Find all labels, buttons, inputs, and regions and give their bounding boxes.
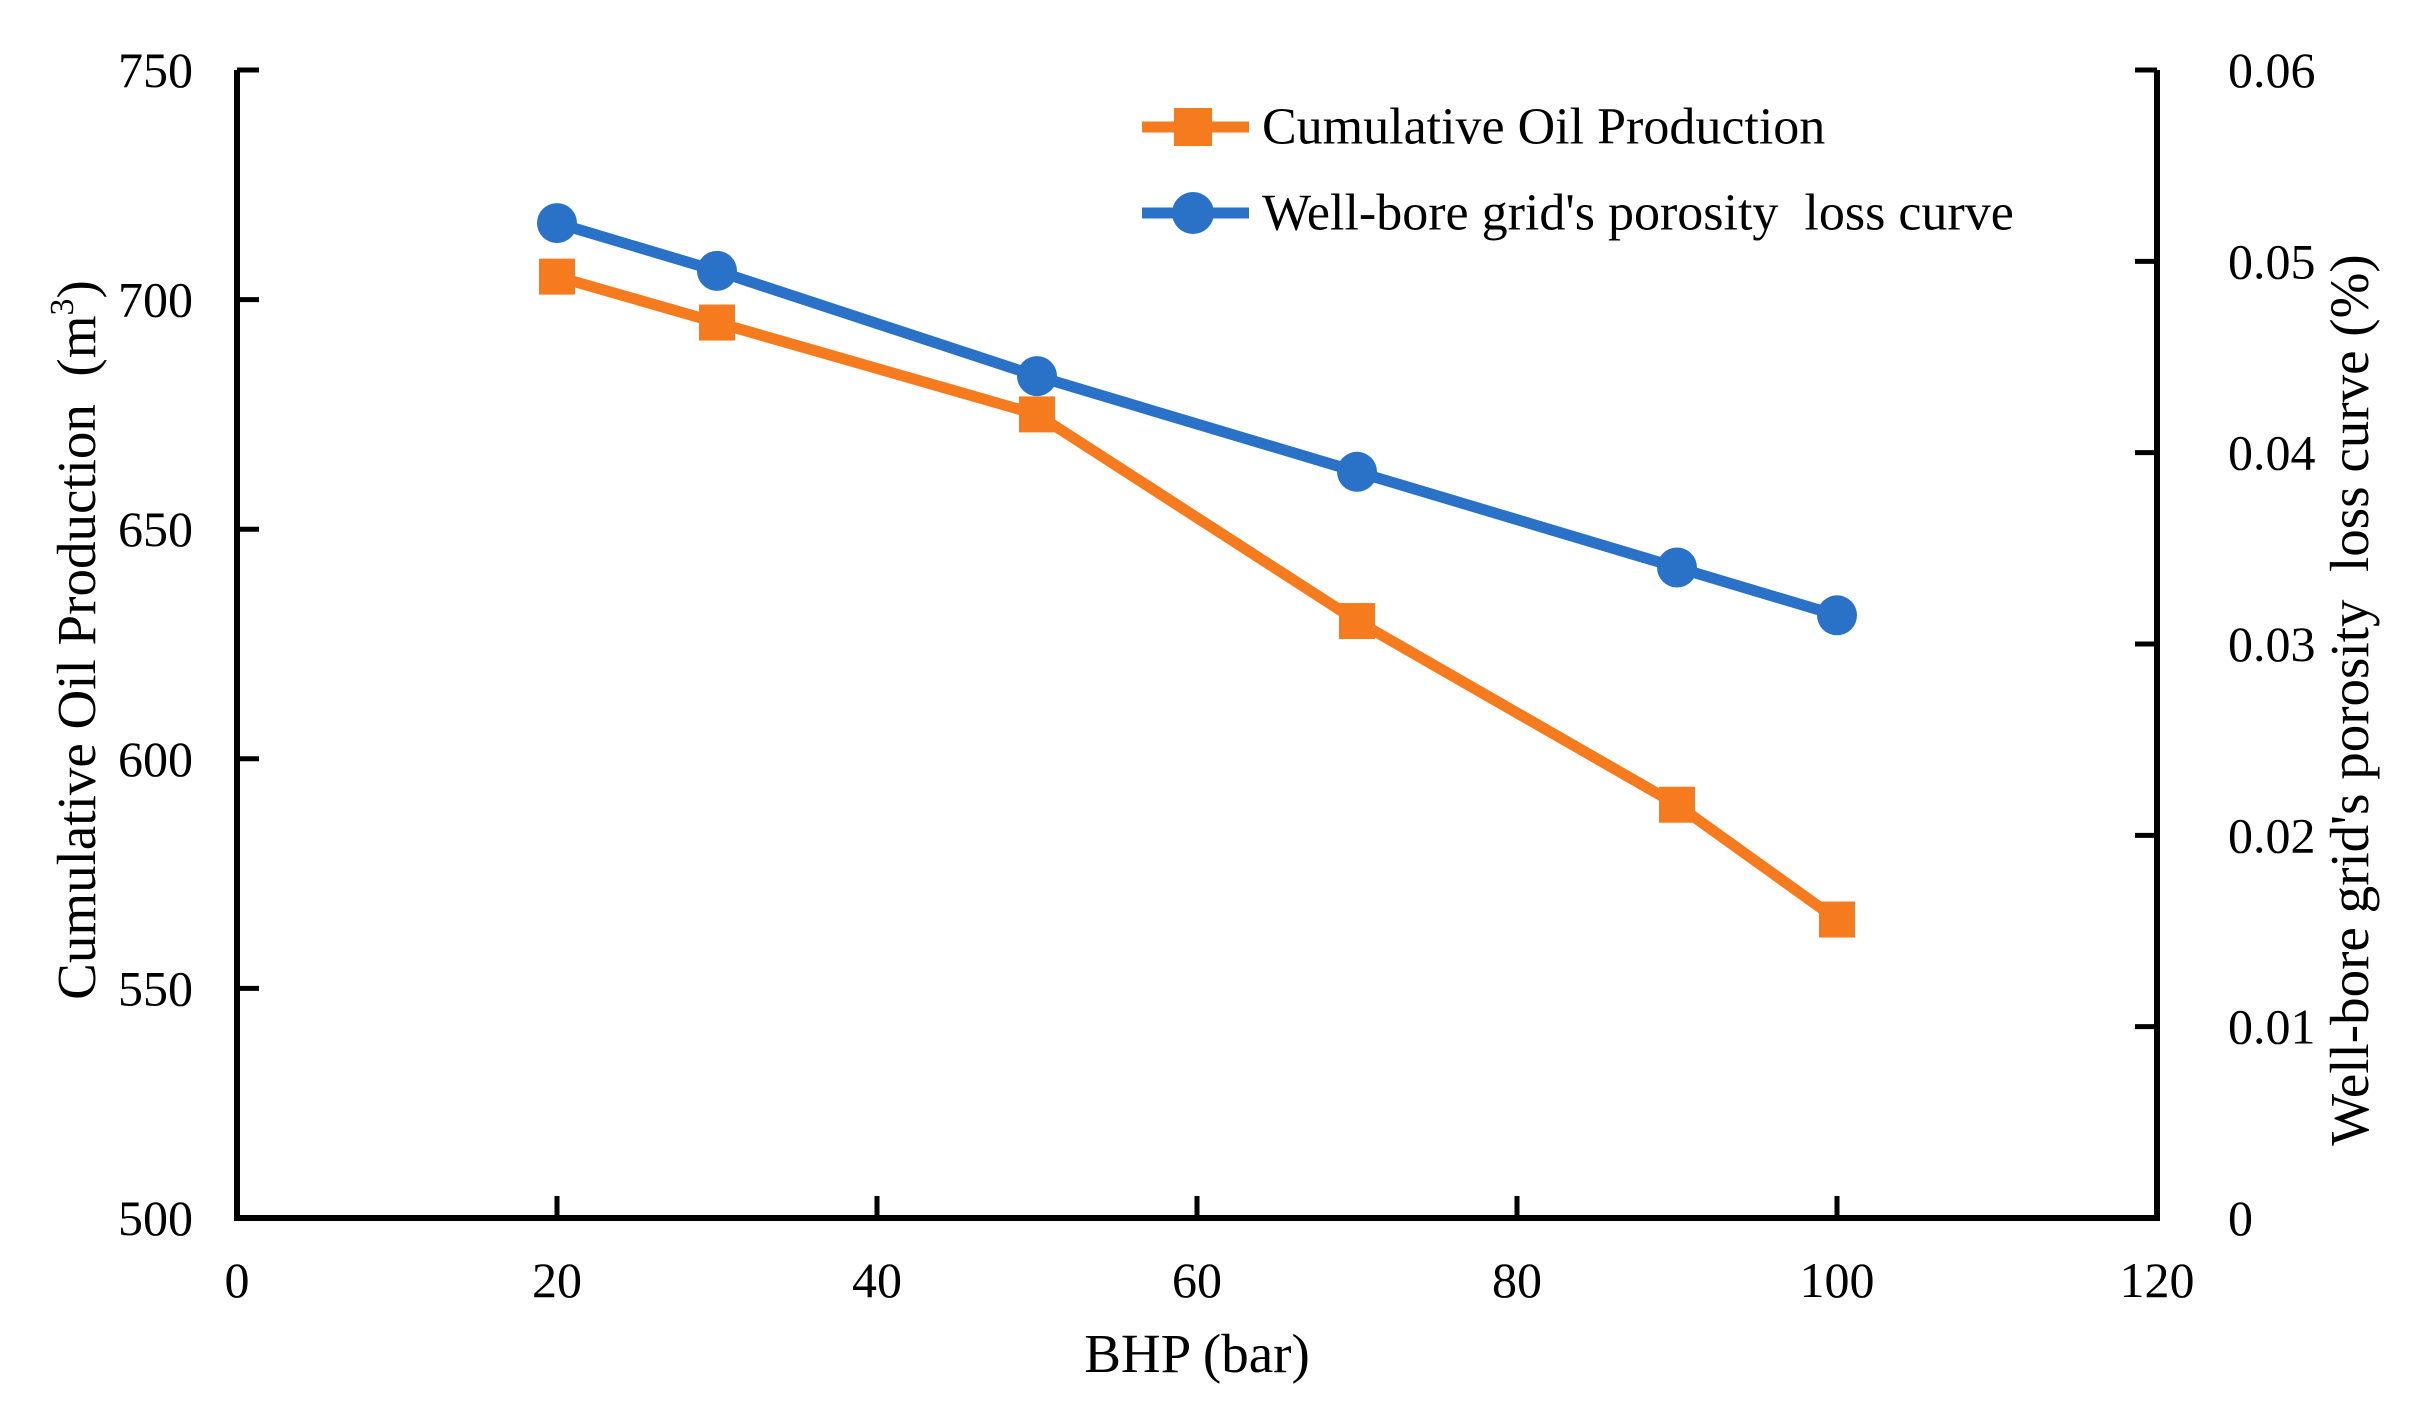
legend-label-oil-production: Cumulative Oil Production <box>1262 99 1825 156</box>
x-axis-title: BHP (bar) <box>1084 1323 1310 1384</box>
data-point-square <box>539 258 575 295</box>
y-right-axis-title: Well-bore grid's porosity loss curve (%) <box>2319 254 2380 1145</box>
y-right-tick-label: 0.01 <box>2228 999 2316 1055</box>
y-right-tick-label: 0 <box>2228 1190 2253 1246</box>
y-left-tick-label: 600 <box>118 731 193 787</box>
legend-item-oil-production: Cumulative Oil Production <box>1142 99 1825 156</box>
tick-layer: 0 20 40 60 80 100 120 750 700 650 600 550 500 0.06 0.0… <box>118 42 2316 1308</box>
y-right-tick-label: 0.04 <box>2228 425 2316 481</box>
y-right-tick-label: 0.06 <box>2228 42 2316 98</box>
y-left-tick-label: 650 <box>118 501 193 557</box>
data-point-square <box>1339 603 1375 640</box>
legend-label-porosity-loss: Well-bore grid's porosity loss curve <box>1262 185 2014 242</box>
data-point-circle <box>537 203 577 244</box>
x-tick-label: 40 <box>852 1252 902 1308</box>
legend-circle-marker-icon <box>1172 192 1214 234</box>
y-left-axis-title: Cumulative Oil Production (m3) <box>44 280 107 1000</box>
x-tick-label: 0 <box>225 1252 250 1308</box>
x-tick-label: 20 <box>532 1252 582 1308</box>
x-tick-label: 80 <box>1492 1252 1542 1308</box>
legend-square-marker-icon <box>1174 108 1212 146</box>
y-left-tick-label: 500 <box>118 1190 193 1246</box>
y-left-tick-label: 550 <box>118 960 193 1016</box>
data-point-circle <box>1337 451 1377 492</box>
series-line-0 <box>555 271 1841 924</box>
data-point-circle <box>1657 547 1697 588</box>
legend-item-porosity-loss: Well-bore grid's porosity loss curve <box>1142 185 2014 242</box>
y-right-tick-label: 0.03 <box>2228 616 2316 672</box>
data-point-square <box>1659 786 1695 823</box>
data-point-circle <box>1017 356 1057 397</box>
legend: Cumulative Oil Production Well-bore grid… <box>1142 99 2014 242</box>
data-point-circle <box>697 250 737 291</box>
data-point-square <box>1819 901 1855 938</box>
data-point-circle <box>1817 595 1857 636</box>
data-point-square <box>1019 396 1055 433</box>
y-right-tick-label: 0.02 <box>2228 807 2316 863</box>
y-right-tick-label: 0.05 <box>2228 233 2316 289</box>
y-left-tick-label: 750 <box>118 42 193 98</box>
x-tick-label: 100 <box>1800 1252 1875 1308</box>
x-tick-label: 60 <box>1172 1252 1222 1308</box>
y-left-tick-label: 700 <box>118 272 193 328</box>
series-layer <box>537 203 1857 938</box>
axis-layer <box>234 70 2160 1221</box>
x-tick-label: 120 <box>2120 1252 2195 1308</box>
series-line-1 <box>555 217 1839 621</box>
data-point-square <box>699 304 735 341</box>
